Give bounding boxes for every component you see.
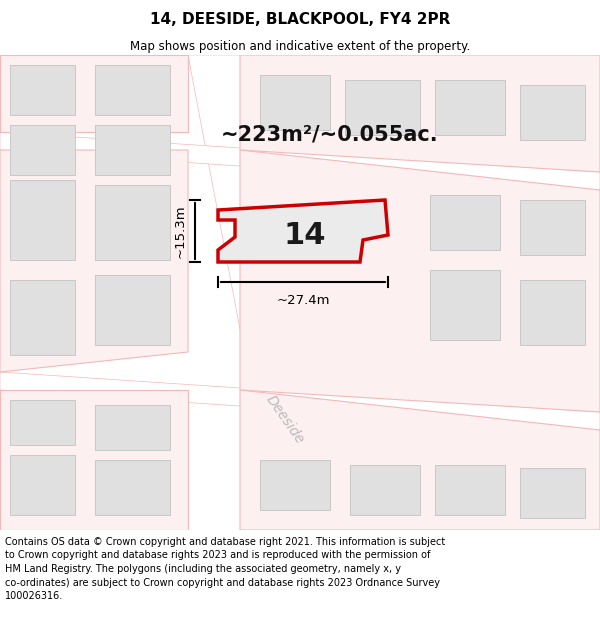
Text: 100026316.: 100026316. (5, 591, 63, 601)
Text: Deeside: Deeside (263, 393, 307, 447)
Bar (435, 80, 505, 135)
Text: ~27.4m: ~27.4m (276, 294, 330, 307)
Text: to Crown copyright and database rights 2023 and is reproduced with the permissio: to Crown copyright and database rights 2… (5, 551, 430, 561)
Bar (435, 465, 505, 515)
Bar (95, 275, 170, 345)
Polygon shape (240, 150, 600, 412)
Bar (520, 468, 585, 518)
Polygon shape (0, 55, 188, 132)
Bar (520, 85, 585, 140)
Bar (260, 460, 330, 510)
Polygon shape (0, 150, 188, 372)
Bar (10, 125, 75, 175)
Bar (345, 80, 420, 135)
Text: HM Land Registry. The polygons (including the associated geometry, namely x, y: HM Land Registry. The polygons (includin… (5, 564, 401, 574)
Bar (95, 125, 170, 175)
Bar (10, 65, 75, 115)
Text: Contains OS data © Crown copyright and database right 2021. This information is : Contains OS data © Crown copyright and d… (5, 537, 445, 547)
Bar (10, 455, 75, 515)
Text: ~15.3m: ~15.3m (174, 204, 187, 258)
Polygon shape (0, 372, 600, 430)
Text: co-ordinates) are subject to Crown copyright and database rights 2023 Ordnance S: co-ordinates) are subject to Crown copyr… (5, 578, 440, 587)
Text: 14, DEESIDE, BLACKPOOL, FY4 2PR: 14, DEESIDE, BLACKPOOL, FY4 2PR (150, 12, 450, 27)
Polygon shape (0, 132, 600, 190)
Bar (520, 280, 585, 345)
Bar (95, 185, 170, 260)
Polygon shape (240, 55, 600, 172)
Polygon shape (218, 200, 388, 262)
Polygon shape (188, 55, 330, 530)
Bar (95, 405, 170, 450)
Text: Map shows position and indicative extent of the property.: Map shows position and indicative extent… (130, 39, 470, 52)
Bar (430, 270, 500, 340)
Bar (95, 65, 170, 115)
Polygon shape (240, 390, 600, 530)
Bar (520, 200, 585, 255)
Bar (10, 400, 75, 445)
Bar (260, 75, 330, 130)
Bar (10, 280, 75, 355)
Bar (10, 180, 75, 260)
Text: 14: 14 (284, 221, 326, 249)
Bar (95, 460, 170, 515)
Text: ~223m²/~0.055ac.: ~223m²/~0.055ac. (221, 125, 439, 145)
Bar (430, 195, 500, 250)
Polygon shape (0, 390, 188, 530)
Bar (350, 465, 420, 515)
